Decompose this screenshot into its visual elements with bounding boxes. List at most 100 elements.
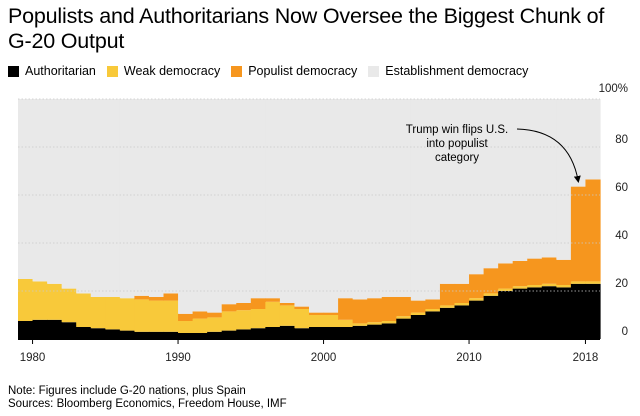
y-axis: 0 20 40 60 80 100% xyxy=(18,83,628,338)
bar-authoritarian-2018 xyxy=(585,283,601,339)
bar-authoritarian-1997 xyxy=(279,325,296,339)
bar-weak-democracy-2016 xyxy=(556,285,572,288)
legend-label-authoritarian: Authoritarian xyxy=(25,64,96,78)
bar-establishment-democracy-2015 xyxy=(541,99,557,258)
bar-establishment-democracy-2008 xyxy=(439,99,456,284)
bar-populist-democracy-1996 xyxy=(265,298,281,302)
bar-establishment-democracy-1985 xyxy=(105,99,121,297)
bar-establishment-democracy-1999 xyxy=(309,99,325,313)
bar-weak-democracy-1994 xyxy=(236,310,252,330)
bar-populist-democracy-2001 xyxy=(338,298,354,320)
x-tick-label-2010: 2010 xyxy=(456,352,482,364)
bar-populist-democracy-1989 xyxy=(163,293,179,301)
bar-establishment-democracy-2014 xyxy=(527,99,543,259)
bar-authoritarian-1989 xyxy=(163,331,179,339)
bar-populist-democracy-1999 xyxy=(309,312,325,315)
bar-populist-democracy-1998 xyxy=(294,306,310,309)
bar-establishment-democracy-2013 xyxy=(512,99,528,261)
bar-authoritarian-2005 xyxy=(396,318,412,339)
bar-establishment-democracy-1997 xyxy=(279,99,296,303)
y-tick-label-100: 100% xyxy=(599,83,628,95)
bar-populist-democracy-1988 xyxy=(148,297,165,301)
legend-item-establishment-democracy: Establishment democracy xyxy=(368,64,528,78)
bar-weak-democracy-1991 xyxy=(192,318,208,333)
annotation-line-2: into populist xyxy=(426,138,488,150)
bar-authoritarian-1988 xyxy=(148,331,165,339)
legend-swatch-establishment-democracy xyxy=(368,65,380,77)
x-axis: 1980 1990 2000 2010 2018 xyxy=(18,339,600,364)
bar-weak-democracy-2002 xyxy=(352,323,368,326)
bar-authoritarian-2016 xyxy=(556,287,572,339)
bar-weak-democracy-2012 xyxy=(498,288,514,291)
y-tick-label-40: 40 xyxy=(615,230,628,242)
bar-weak-democracy-2001 xyxy=(338,319,354,327)
y-tick-label-20: 20 xyxy=(615,278,628,290)
bar-establishment-democracy-1992 xyxy=(207,99,223,313)
bar-populist-democracy-2013 xyxy=(512,261,528,287)
bar-authoritarian-1991 xyxy=(192,333,208,339)
bar-populist-democracy-2002 xyxy=(352,299,368,324)
bar-weak-democracy-2008 xyxy=(439,305,456,308)
bar-establishment-democracy-2016 xyxy=(556,99,572,260)
bar-weak-democracy-1983 xyxy=(76,293,92,327)
bar-authoritarian-1992 xyxy=(207,331,223,339)
bar-weak-democracy-1997 xyxy=(279,305,296,326)
bar-establishment-democracy-1998 xyxy=(294,99,310,307)
legend: Authoritarian Weak democracy Populist de… xyxy=(8,64,539,78)
bar-populist-democracy-1994 xyxy=(236,303,252,311)
bar-establishment-democracy-2018 xyxy=(585,99,601,180)
bar-weak-democracy-2007 xyxy=(425,309,441,312)
annotation: Trump win flips U.S. into populist categor… xyxy=(406,124,581,183)
bar-authoritarian-1995 xyxy=(250,328,266,339)
bar-populist-democracy-2016 xyxy=(556,259,572,285)
bar-authoritarian-2004 xyxy=(381,323,397,339)
annotation-line-3: category xyxy=(435,152,479,164)
bar-establishment-democracy-1993 xyxy=(221,99,237,305)
note-text: Note: Figures include G-20 nations, plus… xyxy=(8,385,246,397)
bar-weak-democracy-2000 xyxy=(323,315,339,327)
bar-establishment-democracy-1983 xyxy=(76,99,92,294)
bar-populist-democracy-2007 xyxy=(425,299,441,309)
bar-establishment-democracy-1989 xyxy=(163,99,179,294)
legend-item-authoritarian: Authoritarian xyxy=(8,64,96,78)
bar-populist-democracy-2015 xyxy=(541,257,557,284)
bar-weak-democracy-1980 xyxy=(32,281,48,320)
legend-label-weak-democracy: Weak democracy xyxy=(123,64,221,78)
x-tick-label-2018: 2018 xyxy=(573,352,599,364)
bar-establishment-democracy-1980 xyxy=(32,99,48,282)
bar-authoritarian-1996 xyxy=(265,327,281,339)
bar-authoritarian-2011 xyxy=(483,295,499,339)
bar-authoritarian-1990 xyxy=(178,333,194,339)
bar-weak-democracy-1986 xyxy=(119,298,135,331)
bar-authoritarian-1998 xyxy=(294,328,310,339)
bar-establishment-democracy-1991 xyxy=(192,99,208,312)
y-tick-label-0: 0 xyxy=(622,326,628,338)
bar-populist-democracy-1991 xyxy=(192,311,208,319)
bar-authoritarian-1987 xyxy=(134,331,150,339)
bar-populist-democracy-2000 xyxy=(323,312,339,315)
bar-weak-democracy-2004 xyxy=(381,321,397,324)
bar-establishment-democracy-2009 xyxy=(454,99,470,284)
bar-authoritarian-2017 xyxy=(570,283,587,339)
bar-establishment-democracy-2017 xyxy=(570,99,587,187)
bar-establishment-democracy-1981 xyxy=(47,99,63,284)
bar-weak-democracy-2010 xyxy=(469,298,485,301)
bar-authoritarian-1994 xyxy=(236,329,252,339)
bar-weak-democracy-2005 xyxy=(396,316,412,319)
bar-populist-democracy-1987 xyxy=(134,295,150,300)
bar-authoritarian-2007 xyxy=(425,311,441,339)
bar-weak-democracy-1984 xyxy=(90,297,106,329)
bar-weak-democracy-2015 xyxy=(541,283,557,287)
bar-weak-democracy-2009 xyxy=(454,303,470,306)
bar-populist-democracy-2008 xyxy=(439,283,456,306)
bar-weak-democracy-2014 xyxy=(527,285,543,288)
bar-populist-democracy-1995 xyxy=(250,298,266,309)
bar-populist-democracy-1992 xyxy=(207,312,223,318)
bar-weak-democracy-1988 xyxy=(148,300,165,332)
bar-weak-democracy-1996 xyxy=(265,301,281,327)
bar-populist-democracy-2009 xyxy=(454,283,470,303)
legend-swatch-populist-democracy xyxy=(231,65,243,77)
bar-populist-democracy-1993 xyxy=(221,304,237,312)
bar-populist-democracy-2004 xyxy=(381,297,397,321)
x-tick-label-1980: 1980 xyxy=(20,352,46,364)
